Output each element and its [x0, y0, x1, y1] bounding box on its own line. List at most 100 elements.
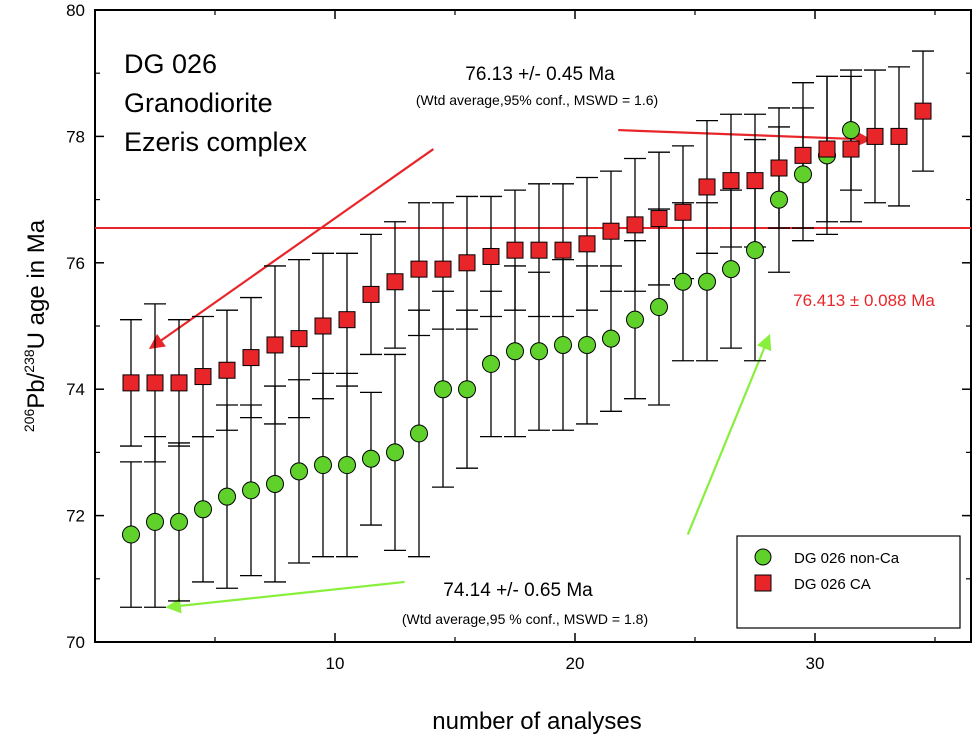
legend: DG 026 non-Ca DG 026 CA	[736, 535, 961, 629]
ca-point	[434, 260, 452, 278]
ca-point	[890, 127, 908, 145]
ca-point	[170, 374, 188, 392]
legend-nonca-label: DG 026 non-Ca	[794, 550, 900, 567]
annotation-arrows	[148, 128, 872, 614]
nonca-point	[338, 456, 356, 475]
ca-point	[674, 203, 692, 221]
nonca-point	[746, 241, 764, 260]
legend-box	[736, 535, 961, 629]
sample-complex: Ezeris complex	[124, 127, 308, 157]
ca-point	[314, 317, 332, 335]
ca-point	[338, 311, 356, 329]
y-axis-title-part-1: Pb/	[23, 372, 50, 408]
nonca-point	[242, 481, 260, 500]
ca-point	[866, 127, 884, 145]
nonca-point	[602, 329, 620, 348]
nonca-point	[794, 165, 812, 184]
nonca-point	[434, 380, 452, 399]
ca-point	[482, 247, 500, 265]
nonca-point	[722, 260, 740, 279]
ca-point	[770, 159, 788, 177]
nonca-age-note: (Wtd average,95 % conf., MSWD = 1.8)	[402, 611, 648, 627]
y-tick-label: 72	[66, 507, 85, 526]
ca-point	[122, 374, 140, 392]
ca-point	[146, 374, 164, 392]
ca-point	[194, 368, 212, 386]
nonca-point	[410, 424, 428, 443]
nonca-point	[530, 342, 548, 361]
ca-point	[218, 361, 236, 379]
ca-point	[578, 235, 596, 253]
nonca-point	[194, 500, 212, 519]
y-axis-superscript-2: 238	[21, 349, 37, 373]
sample-lithology: Granodiorite	[124, 88, 273, 118]
y-tick-label: 74	[66, 380, 85, 399]
ca-point	[410, 260, 428, 278]
nonca-point	[266, 475, 284, 493]
ca-age-label: 76.13 +/- 0.45 Ma	[465, 64, 615, 85]
ca-point	[818, 140, 836, 158]
nonca-point	[170, 512, 188, 531]
nonca-point	[314, 456, 332, 475]
sample-name: DG 026	[124, 49, 217, 79]
ca-point	[242, 349, 260, 367]
ca-point	[290, 330, 308, 348]
annotation-arrow	[686, 334, 772, 535]
nonca-point	[146, 512, 164, 531]
y-axis-title: 206Pb/238U age in Ma	[21, 219, 50, 432]
x-tick-label: 30	[806, 654, 825, 673]
nonca-point	[482, 354, 500, 373]
nonca-point	[458, 380, 476, 399]
ca-point	[722, 172, 740, 190]
ca-point	[554, 241, 572, 259]
ca-point	[842, 140, 860, 158]
nonca-point	[290, 462, 308, 481]
nonca-point	[770, 190, 788, 209]
ca-age-note: (Wtd average,95% conf., MSWD = 1.6)	[416, 92, 658, 108]
ca-point	[266, 336, 284, 354]
ca-point	[698, 178, 716, 196]
nonca-point	[122, 525, 140, 544]
reference-line-label: 76.413 ± 0.088 Ma	[793, 291, 935, 310]
nonca-point	[650, 298, 668, 317]
y-tick-label: 80	[66, 1, 85, 20]
nonca-point	[674, 272, 692, 291]
ca-point	[506, 241, 524, 259]
legend-ca-label: DG 026 CA	[794, 576, 871, 593]
ca-point	[914, 102, 932, 120]
ca-point	[626, 216, 644, 234]
nonca-point	[842, 121, 860, 140]
ca-point	[386, 273, 404, 291]
ca-point	[362, 285, 380, 303]
y-tick-label: 70	[66, 633, 85, 652]
nonca-point	[578, 335, 596, 354]
nonca-point	[698, 272, 716, 291]
nonca-point	[506, 342, 524, 361]
nonca-point	[386, 443, 404, 462]
ca-point	[602, 222, 620, 240]
nonca-point	[626, 310, 644, 329]
nonca-point	[218, 487, 236, 506]
annotation-arrow	[148, 148, 435, 350]
x-axis-title: number of analyses	[432, 708, 641, 735]
nonca-point	[554, 335, 572, 354]
ca-point	[650, 210, 668, 228]
ca-point	[458, 254, 476, 272]
y-axis-title-part-2: U age in Ma	[23, 219, 50, 349]
annotation-arrow	[165, 580, 405, 614]
y-axis-superscript-1: 206	[21, 409, 37, 433]
annotation-arrow	[618, 128, 872, 147]
nonca-point	[362, 449, 380, 468]
x-tick-label: 20	[566, 654, 585, 673]
x-tick-label: 10	[326, 654, 345, 673]
ca-point	[746, 172, 764, 190]
y-tick-label: 76	[66, 254, 85, 273]
y-tick-label: 78	[66, 127, 85, 146]
legend-nonca-marker	[754, 548, 772, 566]
ca-point	[794, 146, 812, 164]
legend-ca-marker	[754, 574, 772, 592]
nonca-age-label: 74.14 +/- 0.65 Ma	[443, 580, 593, 601]
axis-ticks: 70 72 74 76 78 80 10 20 30	[66, 1, 971, 673]
ca-point	[530, 241, 548, 259]
